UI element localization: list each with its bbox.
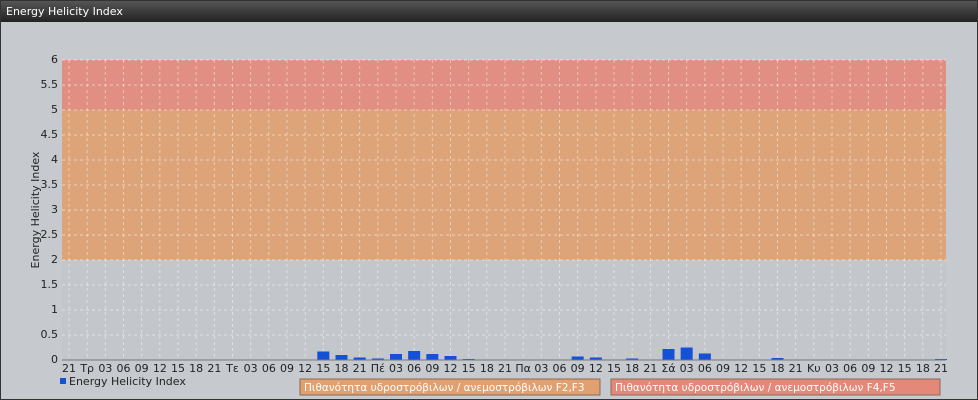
band-legend-box <box>299 378 601 396</box>
bar <box>426 354 439 360</box>
y-tick-label: 6 <box>51 53 58 66</box>
x-tick-label: 21 <box>934 362 948 375</box>
bar <box>662 349 675 360</box>
x-tick-label: 03 <box>389 362 403 375</box>
y-tick-label: 3.5 <box>41 178 59 191</box>
y-tick-label: 5.5 <box>41 78 59 91</box>
x-tick-label: 09 <box>571 362 585 375</box>
band-legend-box <box>610 378 941 396</box>
x-tick-label: Τρ <box>79 362 94 375</box>
x-tick-label: 15 <box>752 362 766 375</box>
bar <box>371 358 384 360</box>
x-tick-label: 12 <box>298 362 312 375</box>
x-tick-label: 12 <box>734 362 748 375</box>
bar <box>771 358 784 360</box>
x-tick-label: 03 <box>680 362 694 375</box>
x-tick-label: 09 <box>280 362 294 375</box>
x-tick-label: 06 <box>117 362 131 375</box>
y-tick-label: 5 <box>51 103 58 116</box>
x-tick-label: 21 <box>498 362 512 375</box>
x-tick-label: 03 <box>98 362 112 375</box>
y-tick-label: 3 <box>51 203 58 216</box>
x-tick-label: 15 <box>462 362 476 375</box>
plot-band <box>62 60 946 110</box>
x-tick-label: 15 <box>607 362 621 375</box>
x-tick-label: 18 <box>189 362 203 375</box>
x-tick-label: 09 <box>425 362 439 375</box>
x-tick-label: 18 <box>480 362 494 375</box>
x-tick-label: 03 <box>534 362 548 375</box>
x-tick-label: 12 <box>444 362 458 375</box>
x-tick-label: 18 <box>335 362 349 375</box>
y-tick-label: 4 <box>51 153 58 166</box>
x-tick-label: 21 <box>643 362 657 375</box>
x-tick-label: 12 <box>589 362 603 375</box>
bar <box>626 358 639 360</box>
x-tick-label: 18 <box>916 362 930 375</box>
y-tick-label: 0.5 <box>41 328 59 341</box>
legend-label: Energy Helicity Index <box>69 375 186 388</box>
bar <box>408 351 421 360</box>
bar <box>335 355 348 360</box>
x-tick-label: 09 <box>135 362 149 375</box>
x-tick-label: 21 <box>789 362 803 375</box>
x-tick-label: 06 <box>407 362 421 375</box>
x-tick-label: Τε <box>225 362 239 375</box>
x-tick-label: 12 <box>153 362 167 375</box>
bar <box>444 356 457 360</box>
y-tick-label: 2 <box>51 253 58 266</box>
plot-band <box>62 110 946 260</box>
x-tick-label: 15 <box>898 362 912 375</box>
y-tick-label: 4.5 <box>41 128 59 141</box>
x-tick-label: 21 <box>207 362 221 375</box>
x-tick-label: Πέ <box>371 362 385 375</box>
x-tick-label: Πα <box>515 362 531 375</box>
x-tick-label: 06 <box>843 362 857 375</box>
x-tick-label: 21 <box>62 362 76 375</box>
x-tick-label: 06 <box>262 362 276 375</box>
x-tick-label: 03 <box>244 362 258 375</box>
band-legend-label: Πιθανότητα υδροστρόβιλων / ανεμοστρόβιλω… <box>304 382 585 394</box>
bar <box>317 351 330 360</box>
x-tick-label: Σά <box>661 362 675 375</box>
chart-title: Energy Helicity Index <box>6 5 123 18</box>
bar <box>390 354 402 360</box>
band-legend-label: Πιθανότητα υδροστρόβιλων / ανεμοστρόβιλω… <box>615 382 896 394</box>
bar <box>589 357 602 360</box>
x-tick-label: 09 <box>716 362 730 375</box>
x-tick-label: 18 <box>771 362 785 375</box>
bar <box>571 356 584 360</box>
y-tick-label: 1.5 <box>41 278 59 291</box>
x-tick-label: 12 <box>880 362 894 375</box>
x-tick-label: 09 <box>861 362 875 375</box>
header <box>1 1 977 22</box>
y-tick-label: 0 <box>51 353 58 366</box>
x-tick-label: 06 <box>553 362 567 375</box>
y-axis-label: Energy Helicity Index <box>29 151 42 268</box>
y-tick-label: 2.5 <box>41 228 59 241</box>
x-tick-label: 15 <box>171 362 185 375</box>
x-tick-label: 15 <box>316 362 330 375</box>
y-tick-label: 1 <box>51 303 58 316</box>
x-tick-label: 06 <box>698 362 712 375</box>
bar <box>680 347 693 360</box>
legend-swatch <box>60 378 66 384</box>
bar <box>698 353 711 360</box>
bar <box>353 357 366 360</box>
x-tick-label: 18 <box>625 362 639 375</box>
x-tick-label: 21 <box>353 362 367 375</box>
x-tick-label: Κυ <box>807 362 821 375</box>
x-tick-label: 03 <box>825 362 839 375</box>
